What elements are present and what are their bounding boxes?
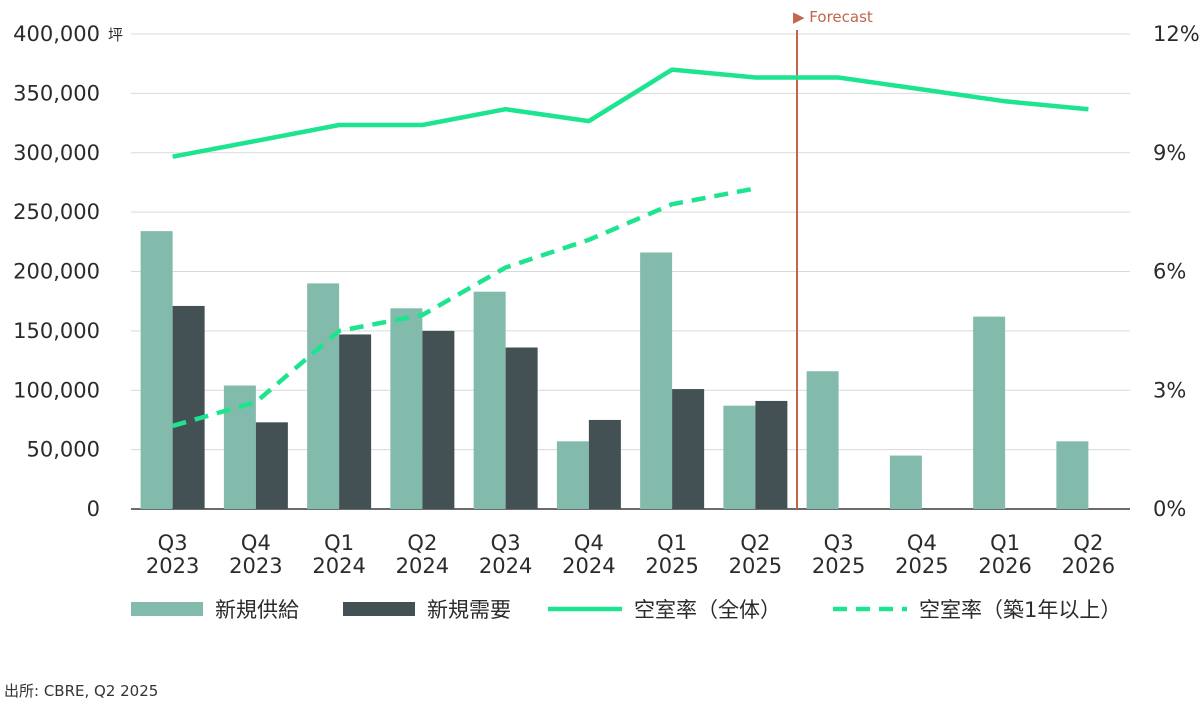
bar-new-supply: [973, 316, 1006, 509]
y-right-tick-label: 0%: [1153, 497, 1186, 521]
y-left-tick-label: 350,000: [13, 81, 100, 105]
y-right-tick-label: 12%: [1153, 22, 1200, 46]
bar-new-supply: [723, 405, 756, 509]
y-left-unit-label: 坪: [108, 26, 123, 44]
legend-swatch-new-demand: [343, 602, 415, 616]
bar-new-supply: [473, 291, 506, 509]
y-left-tick-label: 400,000: [13, 22, 100, 46]
bar-new-demand: [422, 330, 455, 509]
y-left-tick-label: 200,000: [13, 260, 100, 284]
x-tick-label-quarter: Q4: [574, 531, 604, 555]
y-left-tick-label: 50,000: [27, 438, 100, 462]
x-tick-label-quarter: Q2: [1073, 531, 1103, 555]
bar-new-supply: [390, 308, 423, 509]
bar-new-demand: [255, 422, 288, 509]
source-note: 出所: CBRE, Q2 2025: [4, 682, 159, 700]
bar-new-supply: [889, 455, 922, 509]
bar-new-supply: [307, 283, 340, 509]
x-tick-label-quarter: Q3: [491, 531, 521, 555]
x-tick-label-year: 2025: [812, 554, 865, 578]
x-tick-label-quarter: Q3: [158, 531, 188, 555]
x-tick-label-year: 2024: [312, 554, 365, 578]
x-tick-label-year: 2024: [562, 554, 615, 578]
legend-swatch-new-supply: [131, 602, 203, 616]
x-tick-label-year: 2024: [396, 554, 449, 578]
x-tick-label-year: 2023: [229, 554, 282, 578]
x-tick-label-year: 2025: [895, 554, 948, 578]
x-tick-label-year: 2026: [1062, 554, 1115, 578]
legend-label-vacancy-all: 空室率（全体）: [634, 598, 781, 622]
bar-new-demand: [172, 305, 205, 509]
bar-new-supply: [806, 371, 839, 509]
x-tick-label-quarter: Q1: [990, 531, 1020, 555]
bar-new-demand: [672, 389, 705, 509]
x-tick-label-quarter: Q1: [324, 531, 354, 555]
bar-new-supply: [1056, 441, 1089, 509]
line-vacancy-all: [172, 67, 1089, 159]
line-vacancy-1yr: [171, 186, 756, 429]
bar-new-demand: [588, 419, 621, 509]
x-tick-label-year: 2025: [645, 554, 698, 578]
y-left-tick-label: 0: [87, 497, 100, 521]
y-right-tick-label: 3%: [1153, 378, 1186, 402]
x-tick-label-quarter: Q4: [241, 531, 271, 555]
y-left-tick-label: 250,000: [13, 200, 100, 224]
bar-new-demand: [339, 334, 372, 509]
y-right-tick-label: 9%: [1153, 141, 1186, 165]
legend-label-new-demand: 新規需要: [427, 598, 511, 622]
forecast-label: ▶ Forecast: [793, 8, 873, 26]
x-tick-label-year: 2024: [479, 554, 532, 578]
y-left-tick-label: 150,000: [13, 319, 100, 343]
x-tick-label-quarter: Q2: [407, 531, 437, 555]
x-tick-label-year: 2026: [978, 554, 1031, 578]
x-tick-label-quarter: Q2: [740, 531, 770, 555]
bar-new-supply: [556, 441, 589, 509]
x-tick-label-year: 2023: [146, 554, 199, 578]
bar-new-demand: [755, 400, 788, 509]
bar-new-supply: [640, 252, 673, 509]
x-tick-label-year: 2025: [729, 554, 782, 578]
y-right-tick-label: 6%: [1153, 260, 1186, 284]
x-tick-label-quarter: Q4: [907, 531, 937, 555]
y-left-tick-label: 300,000: [13, 141, 100, 165]
y-left-tick-label: 100,000: [13, 378, 100, 402]
x-tick-label-quarter: Q1: [657, 531, 687, 555]
bar-new-demand: [505, 347, 538, 509]
legend-label-new-supply: 新規供給: [215, 598, 299, 622]
legend-label-vacancy-1yr: 空室率（築1年以上）: [919, 598, 1121, 622]
x-tick-label-quarter: Q3: [824, 531, 854, 555]
bar-new-supply: [140, 231, 173, 509]
